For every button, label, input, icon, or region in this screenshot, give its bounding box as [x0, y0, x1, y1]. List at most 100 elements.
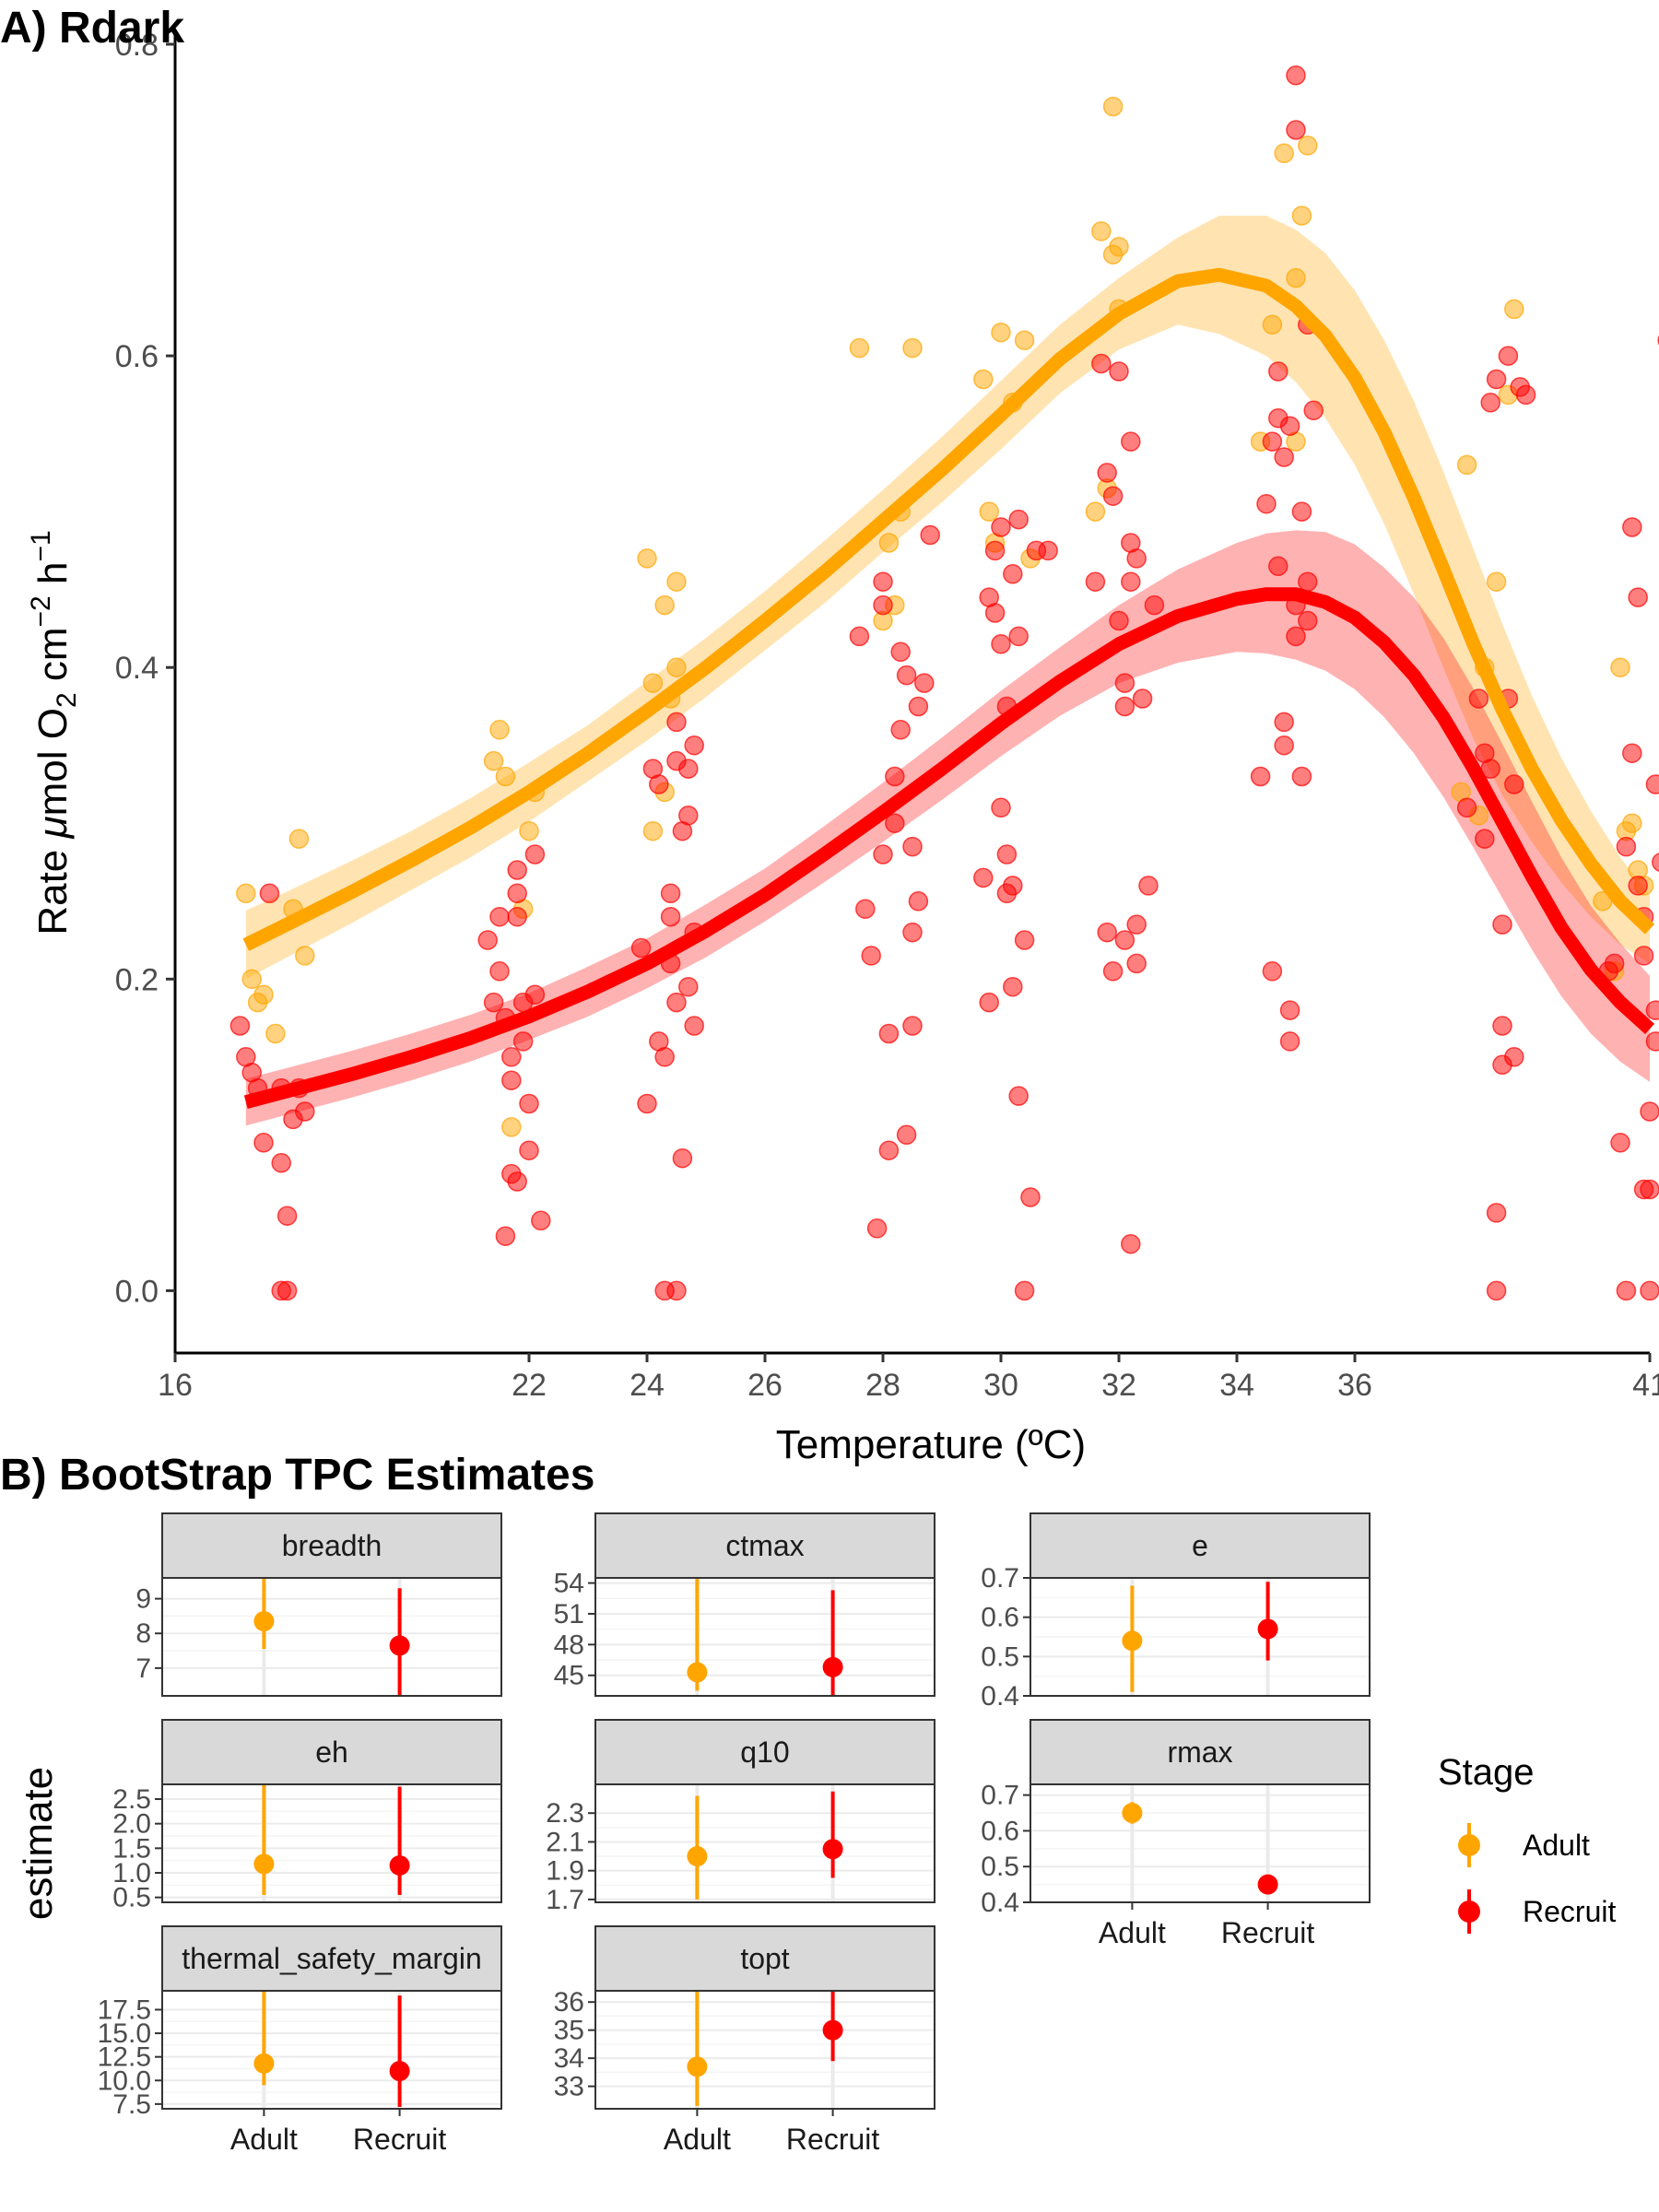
- data-point-recruit: [1652, 853, 1659, 872]
- legend-label-recruit: Recruit: [1523, 1895, 1616, 1928]
- data-point-recruit: [1014, 1280, 1035, 1301]
- y-tick-label: 51: [554, 1599, 584, 1630]
- data-point-recruit: [1286, 120, 1306, 140]
- data-point-recruit: [1262, 431, 1283, 452]
- facet-strip-label: topt: [740, 1942, 789, 1975]
- x-tick-labels: 16 22 24 26 28 30 32 34 36 41: [158, 1368, 1659, 1403]
- data-point-adult: [1504, 299, 1524, 320]
- data-point-recruit: [902, 836, 923, 857]
- estimate-point-recruit: [1257, 1618, 1278, 1640]
- data-point-recruit: [1628, 587, 1648, 607]
- data-point-adult: [849, 337, 870, 359]
- facet-panel-bg: [162, 1784, 501, 1902]
- data-point-recruit: [229, 1016, 251, 1036]
- data-point-recruit: [908, 891, 929, 912]
- legend-key-point-recruit: [1458, 1900, 1480, 1923]
- y-tick-label: 1.9: [546, 1856, 584, 1887]
- data-point-recruit: [271, 1153, 291, 1173]
- data-point-adult: [1610, 657, 1630, 677]
- facet-strip-label: breadth: [282, 1529, 382, 1562]
- legend-label-adult: Adult: [1523, 1829, 1590, 1862]
- estimate-point-adult: [1122, 1630, 1143, 1652]
- data-point-adult: [642, 820, 664, 841]
- estimate-point-recruit: [822, 1839, 843, 1860]
- y-tick-label: 0.5: [112, 1883, 151, 1913]
- data-point-recruit: [984, 603, 1006, 623]
- data-point-recruit: [524, 984, 546, 1005]
- x-tick-label: Recruit: [1221, 1916, 1314, 1949]
- data-point-recruit: [1274, 712, 1294, 733]
- data-point-recruit: [902, 922, 923, 943]
- data-point-recruit: [873, 594, 893, 616]
- data-point-recruit: [259, 883, 280, 904]
- data-point-adult: [902, 337, 923, 359]
- y-tick-label: 2.0: [112, 1809, 151, 1840]
- data-point-adult: [288, 829, 310, 849]
- data-point-recruit: [878, 1140, 900, 1160]
- data-point-recruit: [1515, 384, 1536, 406]
- fit-line-recruit: [243, 587, 1655, 1110]
- y-tick-label: 2.3: [546, 1798, 584, 1829]
- y-tick-label: 54: [554, 1569, 584, 1599]
- data-point-recruit: [1114, 930, 1135, 950]
- y-tick-label: 0.2: [115, 962, 159, 997]
- data-point-recruit: [1298, 610, 1318, 631]
- data-point-recruit: [507, 883, 527, 904]
- data-point-recruit: [1003, 564, 1023, 584]
- y-axis-title-part: h: [30, 562, 76, 596]
- data-point-recruit: [1003, 876, 1023, 896]
- data-point-recruit: [1633, 946, 1654, 966]
- x-tick-label: Adult: [230, 2123, 298, 2156]
- data-point-recruit: [678, 976, 699, 997]
- estimate-point-recruit: [822, 1656, 843, 1677]
- y-tick-label: 2.5: [112, 1784, 151, 1815]
- data-point-recruit: [1020, 1187, 1041, 1207]
- facet-strip-label: e: [1192, 1529, 1208, 1562]
- data-point-adult: [1286, 267, 1306, 288]
- y-axis-title-sup: −2: [26, 595, 56, 627]
- data-point-recruit: [1486, 1280, 1507, 1301]
- data-point-recruit: [1138, 876, 1159, 896]
- facet-panel-border: [161, 1783, 502, 1903]
- data-point-recruit: [1268, 556, 1288, 577]
- y-tick-label: 15.0: [98, 2018, 151, 2049]
- data-point-adult: [253, 984, 274, 1005]
- data-point-recruit: [1645, 774, 1659, 794]
- facet-rmax: rmax 0.4 0.5 0.6 0.7 Adult Recruit: [981, 1719, 1371, 1949]
- x-tick-label: 34: [1219, 1368, 1254, 1403]
- data-point-adult: [1109, 237, 1129, 257]
- data-point-recruit: [920, 524, 940, 546]
- y-tick-label: 45: [554, 1661, 584, 1691]
- legend-title: Stage: [1438, 1752, 1535, 1793]
- data-point-recruit: [1014, 930, 1035, 950]
- data-point-recruit: [973, 867, 994, 888]
- x-tick-label: 26: [747, 1368, 782, 1403]
- data-point-recruit: [991, 797, 1011, 818]
- data-point-adult: [1102, 96, 1124, 117]
- data-point-recruit: [908, 696, 929, 717]
- y-tick-label: 0.7: [981, 1563, 1019, 1594]
- y-tick-label: 0.6: [981, 1816, 1019, 1846]
- data-point-recruit: [914, 673, 935, 693]
- x-tick-label: 16: [158, 1368, 193, 1403]
- data-point-recruit: [649, 774, 669, 794]
- x-axis-title: Temperature (ºC): [776, 1422, 1086, 1467]
- data-point-recruit: [1291, 766, 1312, 787]
- facet-strip: [161, 1925, 502, 1992]
- data-point-recruit: [519, 1093, 539, 1114]
- facet-strip: [1030, 1512, 1371, 1579]
- data-point-recruit: [1274, 735, 1294, 756]
- data-point-recruit: [495, 1226, 516, 1246]
- data-point-recruit: [979, 992, 999, 1013]
- data-point-recruit: [660, 883, 681, 904]
- data-point-recruit: [1504, 1047, 1524, 1067]
- data-point-recruit: [1492, 1016, 1512, 1036]
- data-point-adult: [1262, 314, 1283, 335]
- data-point-recruit: [276, 1206, 298, 1226]
- estimate-point-recruit: [1257, 1874, 1278, 1895]
- y-tick-label: 8: [135, 1618, 151, 1649]
- facet-panel-border: [161, 1577, 502, 1697]
- y-tick-label: 9: [135, 1584, 151, 1615]
